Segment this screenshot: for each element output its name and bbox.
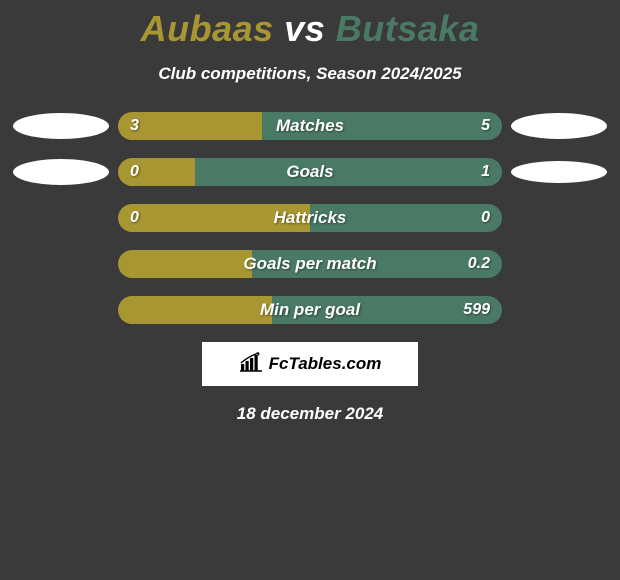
stat-bar: Min per goal 599 (118, 296, 502, 324)
player1-name: Aubaas (141, 8, 274, 49)
stat-row: 0 Hattricks 0 (12, 204, 608, 232)
subtitle: Club competitions, Season 2024/2025 (0, 64, 620, 84)
player2-badge-slot (510, 113, 608, 139)
stat-bar: 3 Matches 5 (118, 112, 502, 140)
player1-badge (13, 113, 109, 139)
stat-bar: 0 Hattricks 0 (118, 204, 502, 232)
comparison-title: Aubaas vs Butsaka (0, 0, 620, 50)
stat-left-value: 0 (130, 209, 139, 227)
player1-badge (13, 159, 109, 185)
stat-label: Min per goal (260, 300, 360, 320)
brand-box: FcTables.com (202, 342, 418, 386)
brand-text: FcTables.com (269, 354, 382, 374)
stat-bar: Goals per match 0.2 (118, 250, 502, 278)
stat-row: Min per goal 599 (12, 296, 608, 324)
vs-text: vs (284, 8, 325, 49)
date-text: 18 december 2024 (0, 404, 620, 424)
stat-right-value: 0 (481, 209, 490, 227)
stat-bar-left-fill (118, 296, 272, 324)
player1-badge-slot (12, 113, 110, 139)
stat-right-value: 5 (481, 117, 490, 135)
player2-name: Butsaka (336, 8, 480, 49)
stats-area: 3 Matches 5 0 Goals 1 0 Hattricks 0 Goals per mat… (0, 112, 620, 324)
stat-bar-left-fill (118, 112, 262, 140)
stat-label: Goals per match (243, 254, 376, 274)
stat-row: 3 Matches 5 (12, 112, 608, 140)
stat-bar-left-fill (118, 250, 252, 278)
stat-left-value: 3 (130, 117, 139, 135)
player2-badge-slot (510, 161, 608, 183)
stat-row: 0 Goals 1 (12, 158, 608, 186)
stat-left-value: 0 (130, 163, 139, 181)
stat-right-value: 599 (463, 301, 490, 319)
chart-icon (239, 352, 263, 377)
stat-row: Goals per match 0.2 (12, 250, 608, 278)
stat-label: Goals (286, 162, 333, 182)
stat-label: Hattricks (274, 208, 347, 228)
stat-right-value: 1 (481, 163, 490, 181)
player2-badge (511, 161, 607, 183)
stat-bar: 0 Goals 1 (118, 158, 502, 186)
player2-badge (511, 113, 607, 139)
stat-label: Matches (276, 116, 344, 136)
stat-right-value: 0.2 (468, 255, 490, 273)
player1-badge-slot (12, 159, 110, 185)
